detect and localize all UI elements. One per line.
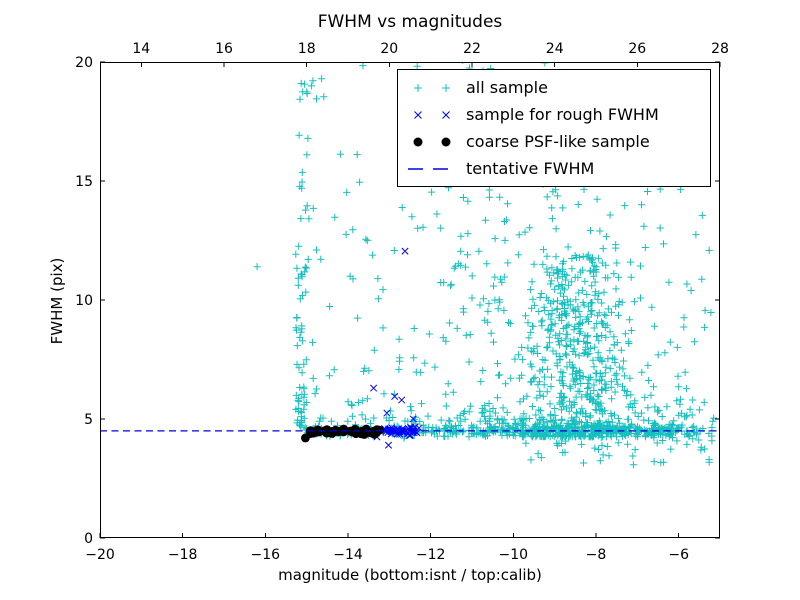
- legend-item-label: tentative FWHM: [466, 158, 595, 178]
- legend: all sample sample for rough FWHM coarse …: [397, 69, 711, 187]
- top-tick-label: 26: [628, 41, 646, 57]
- x-tick-label: −20: [85, 547, 115, 563]
- y-axis-label: FWHM (pix): [48, 257, 66, 345]
- plus-marker-icon: [414, 83, 450, 92]
- y-tick-label: 0: [84, 531, 93, 547]
- top-tick-label: 24: [546, 41, 564, 57]
- top-tick-label: 16: [215, 41, 233, 57]
- x-tick-label: −16: [251, 547, 281, 563]
- legend-item-coarse-psf: coarse PSF-like sample: [398, 129, 710, 155]
- x-marker-icon: [414, 110, 450, 119]
- legend-item-label: sample for rough FWHM: [466, 104, 659, 124]
- series-all-sample: [253, 62, 718, 469]
- dashed-line-icon: [408, 167, 456, 170]
- x-tick-label: −10: [499, 547, 529, 563]
- legend-item-label: coarse PSF-like sample: [466, 131, 650, 151]
- top-tick-label: 28: [711, 41, 729, 57]
- x-tick-label: −8: [586, 547, 607, 563]
- series-coarse-psf-like-sample: [301, 424, 384, 443]
- y-tick-label: 5: [84, 412, 93, 428]
- dot-marker-icon: [413, 137, 451, 146]
- x-tick-label: −6: [668, 547, 689, 563]
- y-tick-label: 15: [75, 174, 93, 190]
- y-tick-label: 20: [75, 55, 93, 71]
- top-tick-label: 14: [132, 41, 150, 57]
- top-tick-label: 20: [380, 41, 398, 57]
- top-tick-label: 22: [463, 41, 481, 57]
- legend-item-rough-fwhm: sample for rough FWHM: [398, 102, 710, 128]
- x-tick-label: −12: [416, 547, 446, 563]
- top-tick-label: 18: [298, 41, 316, 57]
- x-tick-label: −18: [168, 547, 198, 563]
- axis-ticks: −20 −18 −16 −14 −12 −10 −8 −6 14 16 18 20 22 24 26 28 0 5…: [75, 41, 729, 563]
- x-axis-label: magnitude (bottom:isnt / top:calib): [278, 566, 542, 584]
- x-tick-label: −14: [333, 547, 363, 563]
- legend-item-tentative-fwhm: tentative FWHM: [398, 156, 710, 182]
- legend-item-label: all sample: [466, 77, 548, 97]
- chart-title: FWHM vs magnitudes: [317, 12, 503, 32]
- y-tick-label: 10: [75, 293, 93, 309]
- legend-item-all-sample: all sample: [398, 75, 710, 101]
